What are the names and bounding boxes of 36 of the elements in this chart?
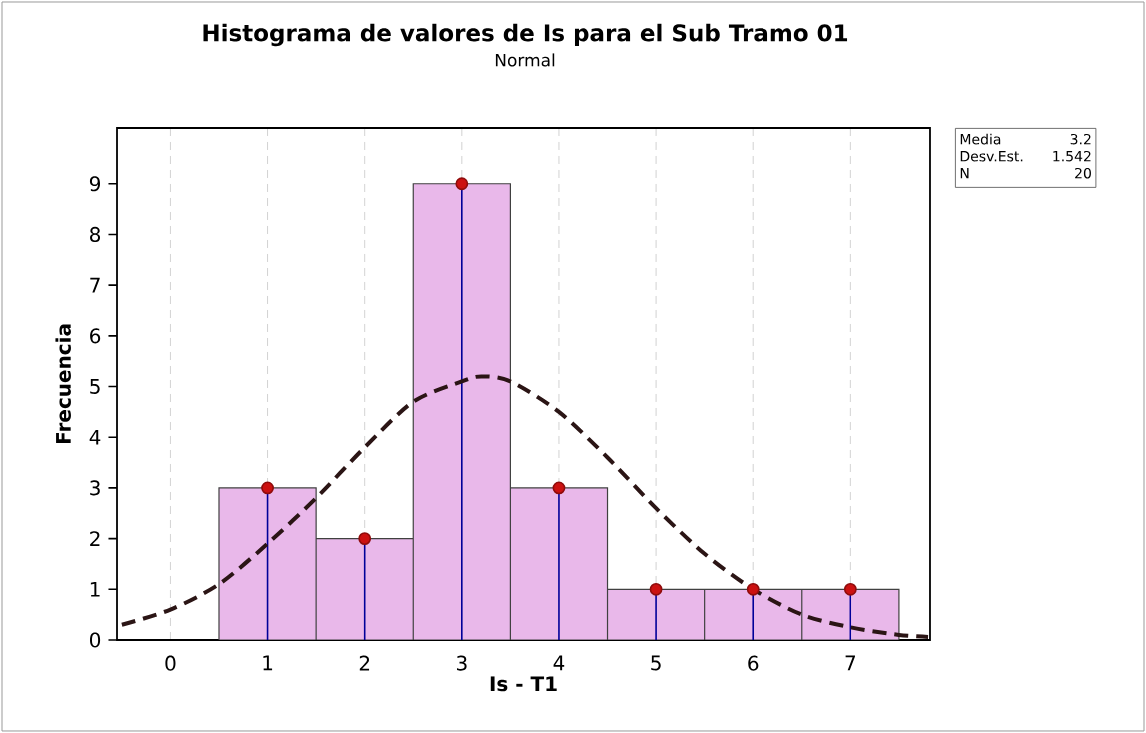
y-tick-label: 7	[90, 277, 100, 293]
x-tick-label: 4	[553, 655, 565, 671]
point	[649, 582, 663, 596]
line-series	[119, 374, 930, 639]
text: 20	[1075, 167, 1091, 179]
x-axis-title: Is - T1	[490, 676, 557, 692]
y-tick-label: 1	[90, 582, 100, 597]
y-tick-label: 2	[90, 531, 100, 547]
x-tick-label: 5	[651, 655, 661, 671]
x-tick-label: 7	[845, 655, 855, 671]
text: Desv.Est.	[960, 151, 1023, 162]
x-tick-label: 2	[359, 655, 370, 671]
point	[746, 582, 760, 596]
y-tick-label: 8	[90, 226, 101, 242]
x-tick-label: 1	[263, 655, 273, 671]
point	[455, 177, 469, 191]
point	[843, 582, 857, 596]
y-tick-label: 9	[89, 176, 101, 192]
chart-subtitle: Normal	[495, 53, 555, 67]
y-tick-label: 0	[90, 632, 101, 648]
y-tick-label: 5	[90, 379, 100, 394]
x-tick-label: 3	[457, 655, 467, 671]
y-axis-title: Frecuencia	[55, 324, 71, 444]
text: Media	[960, 133, 1001, 145]
y-tick-label: 3	[90, 480, 100, 496]
text: N	[960, 168, 969, 179]
chart-title: Histograma de valores de Is para el Sub Tramo 01	[203, 23, 848, 47]
text: 3.2	[1070, 133, 1091, 145]
y-tick-label: 6	[90, 328, 101, 344]
y-tick-label: 4	[89, 429, 101, 445]
x-tick-label: 0	[165, 655, 176, 671]
text: 1.542	[1053, 150, 1091, 162]
x-tick-label: 6	[748, 655, 759, 671]
point	[552, 481, 566, 495]
point	[358, 532, 372, 545]
point	[261, 481, 274, 495]
